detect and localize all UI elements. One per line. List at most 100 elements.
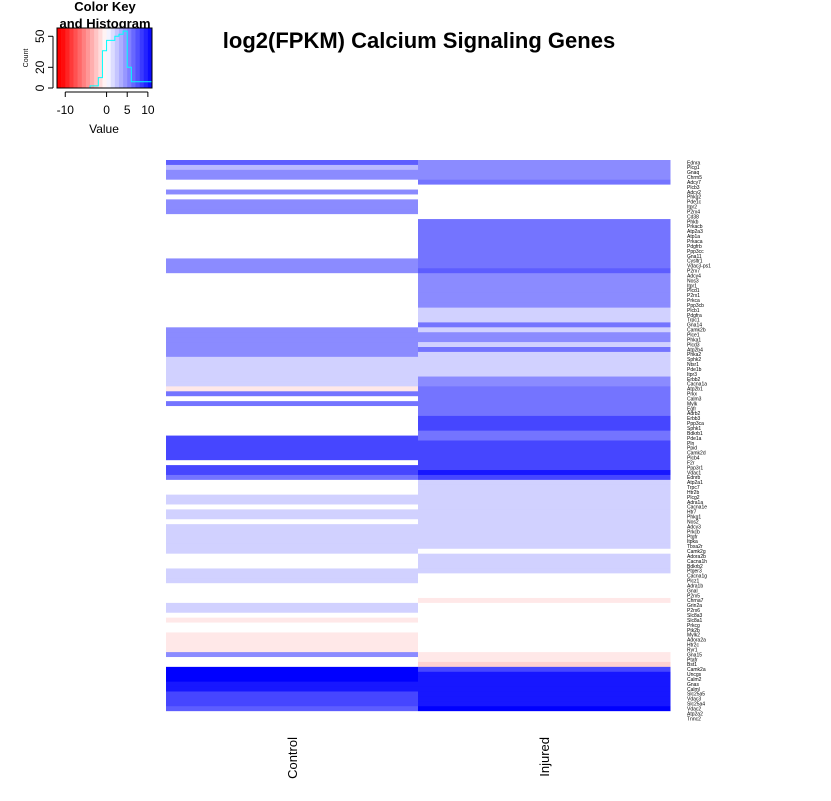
column-label: Injured	[537, 737, 552, 777]
heatmap-cell	[166, 647, 419, 653]
heatmap-cell	[166, 317, 419, 323]
heatmap-cell	[418, 647, 671, 653]
heatmap-cell	[166, 622, 419, 628]
heatmap-cell	[418, 361, 671, 368]
heatmap-cell	[418, 681, 671, 688]
heatmap-cell	[418, 169, 671, 176]
heatmap-cell	[418, 583, 671, 589]
row-label: Grin2a	[687, 603, 702, 609]
heatmap-cell	[166, 219, 419, 225]
row-label: Cacna1h	[687, 559, 707, 565]
row-label: Slc8a1	[687, 618, 703, 624]
row-label: Trpc1	[687, 318, 700, 324]
row-label: F2r	[687, 460, 695, 466]
heatmap-cell	[418, 470, 671, 476]
row-label: Adcy7	[687, 180, 701, 186]
heatmap-cell	[418, 248, 671, 254]
heatmap-cell	[418, 243, 671, 250]
heatmap-cell	[418, 233, 671, 240]
row-label: Gnas	[687, 682, 699, 688]
heatmap-cell	[166, 701, 419, 707]
color-key-cell	[73, 28, 78, 88]
heatmap-cell	[166, 696, 419, 702]
heatmap-cell	[166, 337, 419, 343]
color-key-cell	[81, 28, 87, 88]
heatmap-cell	[166, 322, 419, 328]
heatmap-cell	[418, 479, 671, 486]
heatmap-cell	[166, 509, 419, 515]
row-label: Plcb1	[687, 308, 700, 314]
row-label: Itpr2	[687, 205, 697, 211]
row-label: Chrm5	[687, 175, 702, 181]
row-label: P2rx7	[687, 269, 700, 275]
heatmap-cell	[418, 602, 671, 609]
heatmap-cell	[418, 223, 671, 230]
row-label: Calml	[687, 687, 700, 693]
heatmap-cell	[418, 160, 671, 166]
heatmap-cell	[418, 401, 671, 407]
row-label: Prkca	[687, 298, 700, 304]
heatmap-cell	[166, 607, 419, 614]
row-label: Atp2a1	[687, 480, 703, 486]
heatmap-cell	[166, 302, 419, 309]
row-label: Pde1b	[687, 367, 702, 373]
row-label: Vdac3	[687, 697, 701, 703]
heatmap-cell	[418, 661, 671, 668]
row-label: Sphk1	[687, 426, 701, 432]
heatmap-cell	[166, 356, 419, 363]
heatmap-cell	[418, 228, 671, 235]
heatmap-cell	[418, 686, 671, 692]
color-key-cell	[65, 28, 70, 88]
color-key-cell	[61, 28, 66, 88]
heatmap-cell	[166, 160, 419, 166]
heatmap-cell	[418, 612, 671, 619]
heatmap-cell	[418, 460, 671, 466]
heatmap-cell	[418, 637, 671, 643]
row-label: Cacna1g	[687, 574, 707, 580]
color-key-cell	[139, 28, 145, 88]
heatmap-cell	[418, 657, 671, 663]
heatmap-cell	[418, 268, 671, 274]
heatmap-cell	[166, 494, 419, 501]
heatmap-cell	[166, 278, 419, 284]
heatmap-cell	[166, 440, 419, 446]
heatmap-cell	[166, 666, 419, 673]
row-label: P2rx5	[687, 593, 700, 599]
row-label: Gnaq	[687, 170, 699, 176]
heatmap-cell	[418, 514, 671, 520]
heatmap-cell	[166, 228, 419, 235]
heatmap-cell	[418, 342, 671, 348]
row-label: Cacna1e	[687, 505, 707, 511]
heatmap-cell	[166, 342, 419, 348]
heatmap-cell	[166, 681, 419, 688]
heatmap-cell	[166, 238, 419, 245]
heatmap-cell	[418, 337, 671, 343]
color-key-y-tick-label: 20	[33, 60, 47, 74]
row-label: Ntsr1	[687, 362, 699, 368]
heatmap-cell	[166, 312, 419, 318]
heatmap-cell	[166, 514, 419, 520]
heatmap-cell	[166, 504, 419, 510]
row-label: Prkcb	[687, 529, 700, 535]
row-label: Camk2b	[687, 328, 706, 334]
heatmap-cell	[418, 524, 671, 530]
heatmap-cell	[418, 534, 671, 540]
heatmap-cell	[166, 287, 419, 294]
row-label: Plce1	[687, 332, 700, 338]
heatmap-cell	[418, 420, 671, 427]
row-label: Adora2b	[687, 554, 706, 560]
heatmap-cell	[166, 258, 419, 264]
heatmap-cell	[166, 686, 419, 692]
heatmap-cell	[166, 676, 419, 683]
color-key-gradient	[57, 28, 153, 88]
row-label: Adcy2	[687, 190, 701, 196]
color-key-cell	[131, 28, 136, 88]
row-label: Phkg2	[687, 195, 701, 201]
heatmap-cell	[166, 347, 419, 353]
heatmap-cell	[166, 273, 419, 279]
color-key-x-tick-label: 5	[124, 103, 131, 117]
heatmap-cell	[418, 322, 671, 328]
heatmap-cell	[418, 519, 671, 525]
row-label: Ryr1	[687, 647, 698, 653]
